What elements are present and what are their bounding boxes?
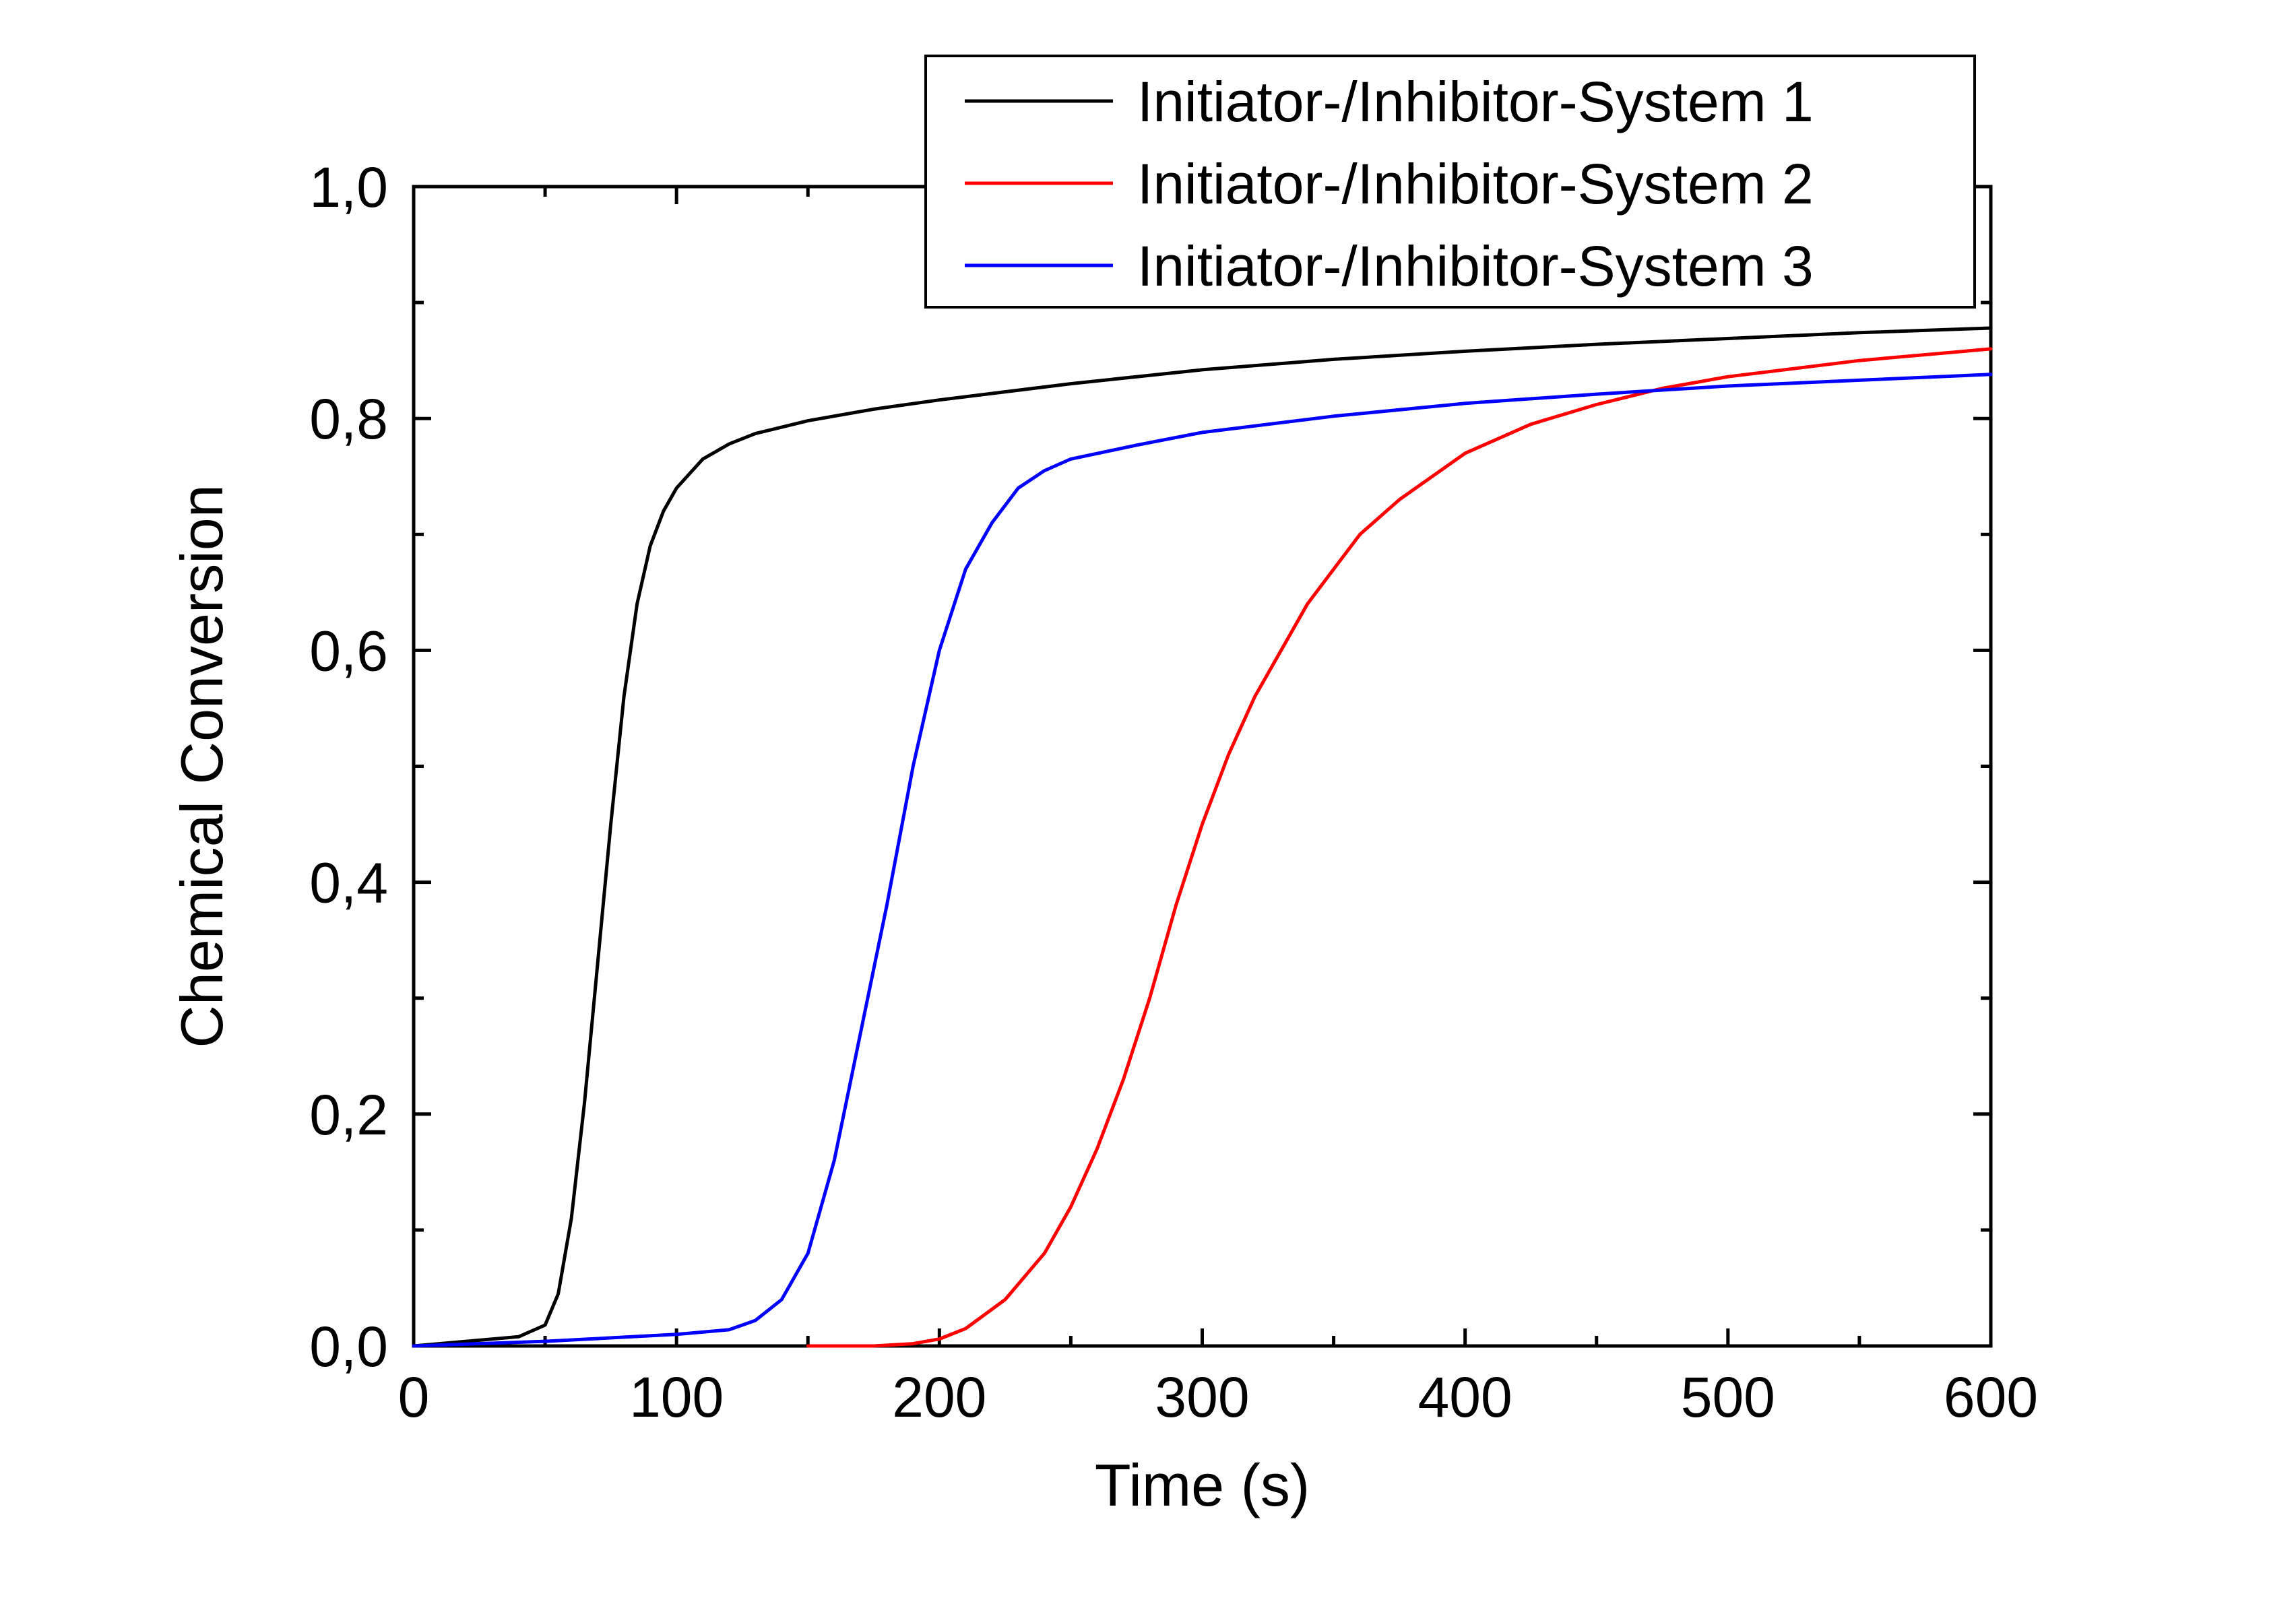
y-tick-label-2: 0,4 xyxy=(309,852,388,915)
legend-label-2: Initiator-/Inhibitor-System 2 xyxy=(1137,152,1814,216)
series-line-2 xyxy=(806,347,1993,1348)
series-line-3 xyxy=(412,373,1993,1348)
y-tick-label-0: 0,0 xyxy=(309,1315,388,1378)
y-tick-label-1: 0,2 xyxy=(309,1083,388,1147)
series-line-1 xyxy=(412,326,1993,1348)
legend: Initiator-/Inhibitor-System 1 Initiator-/… xyxy=(924,55,1976,309)
x-axis-title: Time (s) xyxy=(1095,1452,1310,1518)
legend-label-1: Initiator-/Inhibitor-System 1 xyxy=(1137,70,1814,133)
y-tick-label-5: 1,0 xyxy=(309,156,388,219)
plot-frame xyxy=(412,185,1993,1348)
x-tick-label-600: 600 xyxy=(1944,1366,2038,1429)
x-tick-label-300: 300 xyxy=(1155,1366,1249,1429)
y-tick-label-3: 0,6 xyxy=(309,619,388,682)
x-tick-label-0: 0 xyxy=(398,1366,430,1429)
x-tick-label-100: 100 xyxy=(629,1366,724,1429)
x-tick-label-500: 500 xyxy=(1681,1366,1775,1429)
x-tick-label-200: 200 xyxy=(892,1366,986,1429)
series-layer xyxy=(412,326,1993,1348)
ticks-layer xyxy=(412,185,1993,1348)
y-tick-label-4: 0,8 xyxy=(309,387,388,451)
x-tick-label-400: 400 xyxy=(1418,1366,1512,1429)
y-axis-title: Chemical Conversion xyxy=(168,484,235,1048)
labels-layer: 0 100 200 300 400 500 600 0,0 0,2 0,4 0,6 0,8 1,0 Tim… xyxy=(168,156,2038,1518)
legend-label-3: Initiator-/Inhibitor-System 3 xyxy=(1137,234,1814,298)
plot-frame-layer xyxy=(412,185,1993,1348)
